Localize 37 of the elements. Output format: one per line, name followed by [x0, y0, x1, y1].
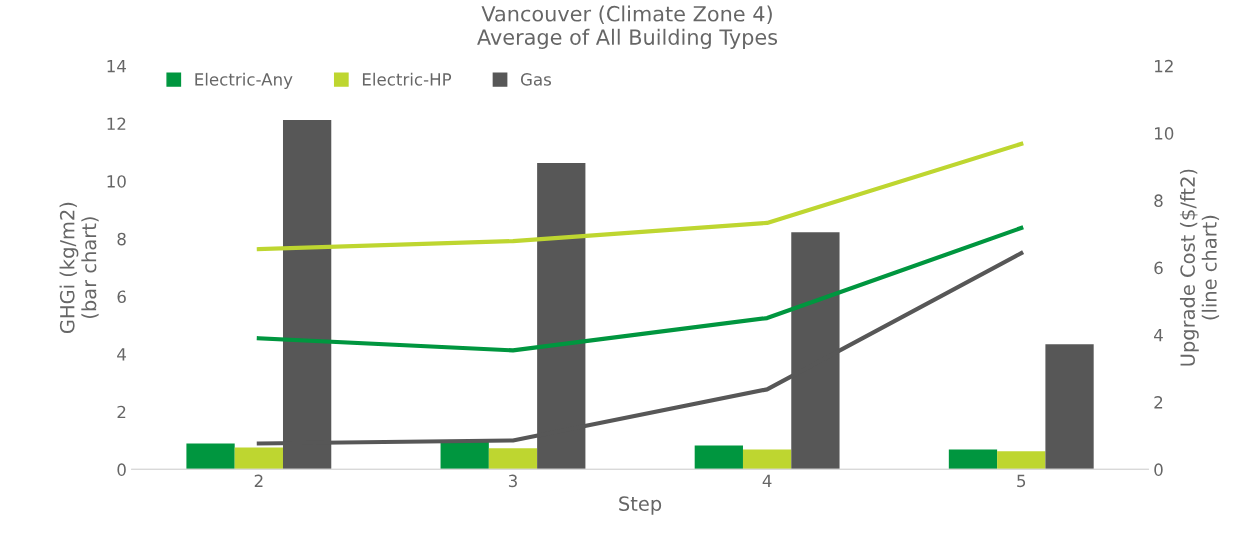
y2-tick-label: 8: [1154, 194, 1163, 207]
x-tick-label: 5: [1017, 474, 1026, 488]
bar: [488, 448, 538, 470]
y2-tick-label: 2: [1154, 396, 1163, 409]
bar: [186, 443, 235, 470]
y2-tick-label: 4: [1154, 329, 1163, 342]
y-tick-label: 6: [117, 290, 126, 304]
legend-label: Electric-Any: [195, 72, 293, 89]
y-tick-label: 0: [117, 463, 126, 476]
y2-axis-title: Upgrade Cost ($/ft2) (line chart): [1179, 169, 1220, 366]
y-tick-label: 2: [117, 405, 126, 419]
bar: [440, 441, 489, 470]
y2-tick-label: 0: [1154, 463, 1163, 476]
y2-tick-label: 10: [1155, 127, 1174, 140]
bar: [1045, 344, 1094, 470]
legend-label: Electric-HP: [362, 72, 452, 86]
bar: [948, 449, 998, 470]
y-tick-label: 12: [107, 117, 126, 130]
bar: [742, 449, 792, 470]
bar: [997, 451, 1046, 470]
y-tick-label: 4: [117, 348, 126, 361]
y-tick-label: 8: [117, 232, 126, 246]
x-tick-label: 4: [762, 474, 772, 487]
bar: [694, 445, 743, 470]
chart-title: Vancouver (Climate Zone 4) Average of All Building Types: [477, 5, 778, 49]
y2-tick-label: 6: [1154, 261, 1163, 275]
x-tick-label: 2: [254, 474, 263, 487]
x-axis-title: Step: [619, 496, 662, 515]
y2-tick-label: 12: [1155, 59, 1173, 73]
bar: [234, 447, 283, 470]
line-series: [256, 225, 1024, 353]
legend-label: Gas: [520, 73, 552, 86]
y-tick-label: 14: [107, 60, 126, 73]
line-series: [256, 141, 1024, 252]
y-tick-label: 10: [107, 175, 126, 188]
x-tick-label: 3: [508, 474, 517, 488]
y-axis-title: GHGi (kg/m2) (bar chart): [59, 202, 99, 334]
